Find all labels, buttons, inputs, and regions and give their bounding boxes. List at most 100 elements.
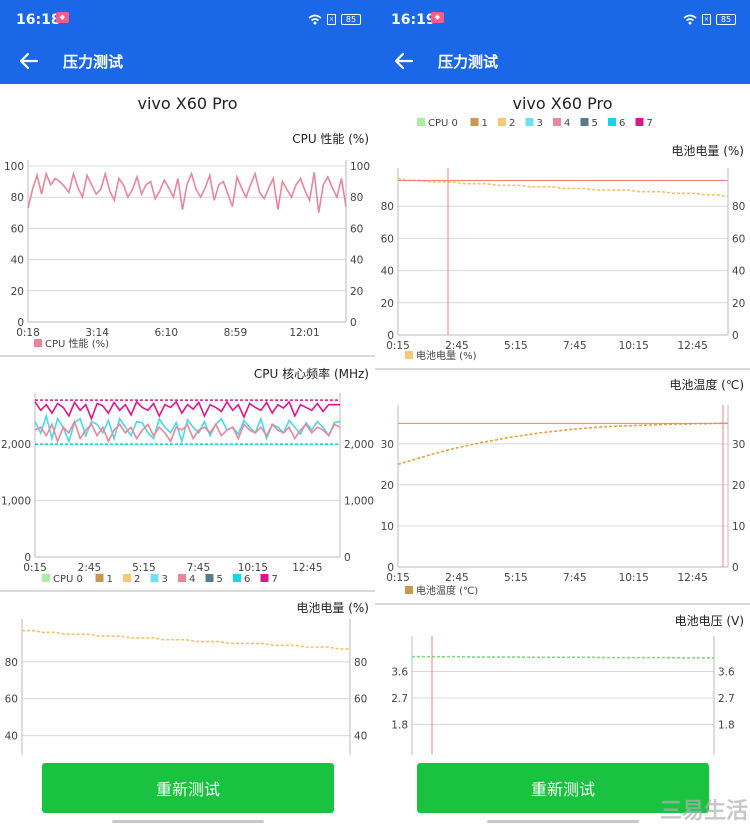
notification-icon: ◆	[431, 12, 444, 23]
sim-icon: ×	[702, 13, 711, 25]
y-tick-label: 100	[4, 161, 24, 173]
legend-label: 3	[537, 118, 543, 128]
y-tick-label: 2.7	[718, 693, 735, 705]
legend-swatch	[205, 574, 214, 582]
y-tick-label: 20	[350, 286, 363, 298]
chart-title-cpu-perf: CPU 性能 (%)	[292, 132, 369, 146]
y-tick-label: 30	[732, 439, 745, 451]
legend-label: 1	[482, 118, 488, 128]
legend-swatch	[34, 339, 42, 347]
legend-label: 电池温度 (℃)	[416, 584, 478, 597]
y-tick-label: 1.8	[391, 720, 408, 732]
legend-label: 4	[564, 118, 570, 128]
series-line	[412, 655, 714, 659]
legend-swatch	[233, 574, 241, 582]
y-tick-label: 40	[732, 266, 745, 278]
y-tick-label: 0	[344, 552, 351, 564]
y-tick-label: 20	[381, 480, 394, 492]
x-tick-label: 12:45	[678, 572, 708, 584]
y-tick-label: 20	[732, 480, 745, 492]
wifi-icon	[308, 14, 322, 24]
series-line	[397, 422, 728, 466]
x-tick-label: 12:01	[289, 327, 319, 339]
x-tick-label: 2:45	[445, 572, 469, 584]
x-tick-label: 7:45	[187, 562, 211, 574]
legend-swatch	[608, 118, 616, 126]
legend-swatch	[553, 118, 561, 126]
legend-label: 7	[647, 118, 653, 128]
app-bar: 压力测试	[375, 38, 750, 84]
back-arrow-icon[interactable]	[18, 50, 40, 72]
y-tick-label: 80	[354, 657, 367, 669]
notification-icon: ◆	[56, 12, 69, 23]
sim-icon: ×	[327, 13, 336, 25]
x-tick-label: 8:59	[224, 327, 248, 339]
chart-title-battery-temp: 电池温度 (℃)	[669, 378, 744, 392]
x-tick-label: 5:15	[132, 562, 156, 574]
series-line	[34, 400, 340, 421]
x-tick-label: 10:15	[619, 340, 649, 352]
series-line	[27, 170, 347, 213]
device-name: vivo X60 Pro	[137, 94, 238, 113]
y-tick-label: 0	[17, 317, 24, 329]
x-tick-label: 6:10	[154, 327, 178, 339]
home-indicator[interactable]	[112, 820, 264, 823]
x-tick-label: 0:15	[386, 572, 410, 584]
legend-swatch	[417, 118, 425, 126]
x-tick-label: 3:14	[85, 327, 109, 339]
legend-swatch	[470, 118, 479, 126]
phone-screen-right: 16:19 ◆ × 85 压力测试 vivo X60 Pro CPU 0 1 2 3 4…	[375, 0, 750, 825]
divider	[0, 590, 375, 592]
status-time: 16:19	[391, 12, 436, 28]
legend-label: 5	[592, 118, 598, 128]
x-tick-label: 0:15	[23, 562, 47, 574]
y-tick-label: 1,000	[344, 496, 374, 508]
retest-button[interactable]: 重新测试	[417, 763, 709, 813]
page-title: 压力测试	[438, 53, 499, 71]
y-tick-label: 0	[732, 562, 739, 574]
x-tick-label: 12:45	[292, 562, 322, 574]
legend-swatch	[123, 574, 131, 582]
y-tick-label: 60	[11, 223, 24, 235]
phone-screen-left: 16:18 ◆ × 85 压力测试 vivo X60 Pro CPU 性能 (%…	[0, 0, 375, 825]
y-tick-label: 80	[732, 201, 745, 213]
y-tick-label: 2,000	[344, 439, 374, 451]
divider	[375, 368, 750, 370]
chart-battery-voltage: 3.6 3.6 2.7 2.7 1.8 1.8	[391, 636, 735, 755]
x-tick-label: 0:18	[16, 327, 40, 339]
app-bar: 压力测试	[0, 38, 375, 84]
y-tick-label: 10	[732, 521, 745, 533]
y-tick-label: 1,000	[1, 496, 31, 508]
wifi-icon	[683, 14, 697, 24]
x-tick-label: 5:15	[504, 572, 528, 584]
legend-swatch	[260, 574, 269, 582]
y-tick-label: 0	[387, 562, 394, 574]
legend-label: CPU 0	[53, 574, 83, 585]
y-tick-label: 0	[387, 330, 394, 342]
chart-title-battery-voltage: 电池电压 (V)	[674, 614, 744, 628]
page-title: 压力测试	[63, 53, 124, 71]
y-tick-label: 2.7	[391, 693, 408, 705]
chart-battery-level: 80 80 60 60 40 40	[5, 619, 367, 755]
home-indicator[interactable]	[487, 820, 639, 823]
y-tick-label: 60	[5, 694, 18, 706]
legend-label: 2	[509, 118, 515, 128]
legend-swatch	[150, 574, 159, 582]
legend-swatch	[580, 118, 589, 126]
legend-label: CPU 性能 (%)	[45, 337, 109, 350]
chart-title-battery-level: 电池电量 (%)	[296, 601, 369, 615]
legend-label: CPU 0	[428, 118, 458, 128]
status-bar: 16:18 ◆ × 85	[0, 0, 375, 38]
x-tick-label: 10:15	[619, 572, 649, 584]
y-tick-label: 10	[381, 521, 394, 533]
x-tick-label: 5:15	[504, 340, 528, 352]
retest-button[interactable]: 重新测试	[42, 763, 334, 813]
legend-label: 7	[272, 574, 278, 585]
legend-swatch	[178, 574, 186, 582]
y-tick-label: 60	[354, 694, 367, 706]
y-tick-label: 80	[11, 192, 24, 204]
back-arrow-icon[interactable]	[393, 50, 415, 72]
status-time: 16:18	[16, 12, 61, 28]
x-tick-label: 7:45	[563, 572, 587, 584]
